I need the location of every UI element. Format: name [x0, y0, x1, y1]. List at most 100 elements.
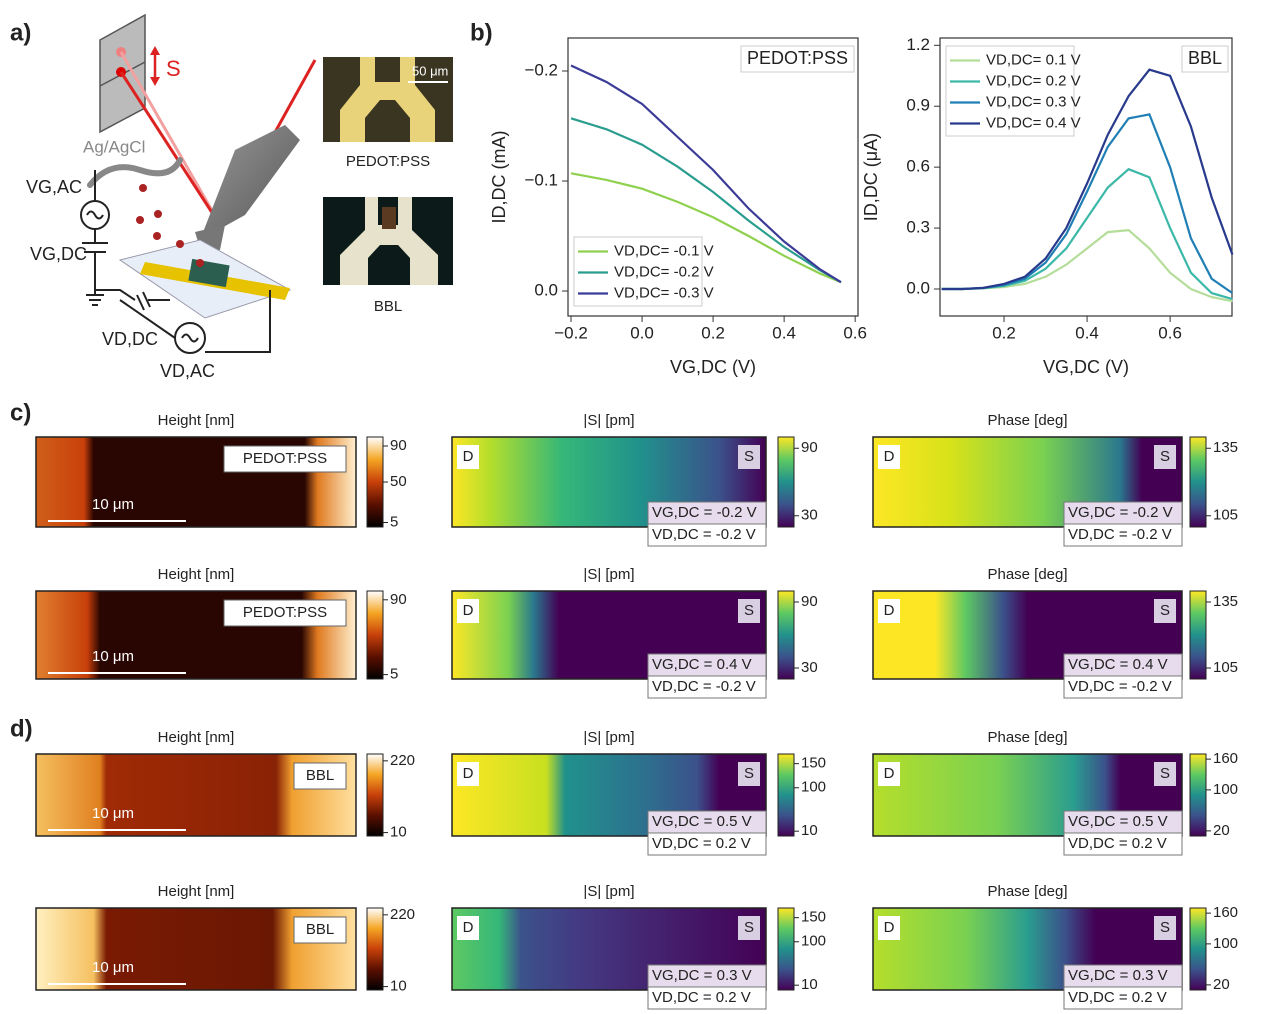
- map-title: |S| [pm]: [583, 729, 634, 746]
- bias-label: VG,DC = 0.4 V: [1068, 656, 1168, 673]
- scale-label: 10 μm: [92, 959, 134, 976]
- source-label: S: [744, 765, 754, 782]
- colorbar-label: 90: [801, 439, 818, 456]
- colorbar-label: 220: [390, 906, 415, 923]
- x-tick-label: −0.2: [554, 323, 588, 342]
- bias-label: VD,DC = -0.2 V: [652, 526, 756, 543]
- material-label: PEDOT:PSS: [243, 604, 327, 621]
- source-label: S: [1160, 765, 1170, 782]
- source-label: S: [744, 448, 754, 465]
- x-tick-label: 0.0: [630, 323, 654, 342]
- gate-dc-label: VG,DC: [30, 244, 87, 264]
- y-tick-label: 1.2: [906, 35, 930, 54]
- bias-label: VG,DC = 0.5 V: [652, 813, 752, 830]
- bias-label: VG,DC = 0.3 V: [1068, 967, 1168, 984]
- chart-annotation: PEDOT:PSS: [747, 48, 848, 68]
- colorbar-label: 100: [801, 933, 826, 950]
- legend-label: VD,DC= -0.1 V: [614, 242, 714, 259]
- colorbar-label: 160: [1213, 904, 1238, 921]
- material-label: BBL: [306, 767, 334, 784]
- colorbar-label: 135: [1213, 593, 1238, 610]
- drain-label: D: [463, 602, 474, 619]
- drain-label: D: [884, 919, 895, 936]
- colorbar-label: 100: [801, 779, 826, 796]
- legend-label: VD,DC= -0.3 V: [614, 284, 714, 301]
- colorbar: [778, 591, 794, 679]
- colorbar: [1190, 437, 1206, 527]
- bias-label: VG,DC = 0.3 V: [652, 967, 752, 984]
- drain-label: D: [463, 919, 474, 936]
- colorbar-label: 150: [801, 755, 826, 772]
- source-label: S: [1160, 448, 1170, 465]
- colorbar-label: 30: [801, 659, 818, 676]
- y-tick-label: −0.1: [524, 170, 558, 189]
- material-label: PEDOT:PSS: [243, 450, 327, 467]
- map-title: |S| [pm]: [583, 883, 634, 900]
- bias-label: VG,DC = 0.4 V: [652, 656, 752, 673]
- scale-label: 10 μm: [92, 648, 134, 665]
- colorbar-label: 220: [390, 752, 415, 769]
- x-tick-label: 0.2: [992, 323, 1016, 342]
- source-label: S: [1160, 602, 1170, 619]
- map-title: Phase [deg]: [987, 729, 1067, 746]
- map-title: Height [nm]: [158, 412, 235, 429]
- bias-label: VD,DC = 0.2 V: [1068, 835, 1167, 852]
- y-axis-label: ID,DC (mA): [489, 131, 509, 224]
- drain-label: D: [884, 448, 895, 465]
- colorbar-label: 105: [1213, 659, 1238, 676]
- panel-label: a): [10, 19, 31, 46]
- colorbar-label: 90: [801, 593, 818, 610]
- map-title: Height [nm]: [158, 566, 235, 583]
- x-tick-label: 0.6: [843, 323, 867, 342]
- scale-label: 50 μm: [412, 63, 448, 78]
- chart-annotation: BBL: [1188, 48, 1222, 68]
- y-tick-label: −0.2: [524, 60, 558, 79]
- y-tick-label: 0.0: [534, 281, 558, 300]
- colorbar: [367, 754, 383, 836]
- colorbar-label: 5: [390, 513, 398, 530]
- drain-ac-label: VD,AC: [160, 361, 215, 381]
- panel-label: b): [470, 19, 493, 46]
- colorbar: [367, 437, 383, 527]
- colorbar: [778, 754, 794, 836]
- legend-label: VD,DC= 0.1 V: [986, 51, 1081, 68]
- colorbar-label: 10: [390, 978, 407, 995]
- scale-label: 10 μm: [92, 496, 134, 513]
- colorbar: [778, 437, 794, 527]
- figure: a) b) c) d) S Ag/AgCl VG,AC VG,: [0, 0, 1261, 1014]
- source-label: S: [1160, 919, 1170, 936]
- map-title: Phase [deg]: [987, 412, 1067, 429]
- bias-label: VD,DC = -0.2 V: [1068, 526, 1172, 543]
- drain-label: D: [884, 765, 895, 782]
- x-tick-label: 0.4: [1075, 323, 1099, 342]
- bias-label: VD,DC = -0.2 V: [1068, 678, 1172, 695]
- legend-label: VD,DC= -0.2 V: [614, 263, 714, 280]
- colorbar: [1190, 754, 1206, 836]
- colorbar-label: 90: [390, 591, 407, 608]
- drain-label: D: [463, 765, 474, 782]
- colorbar-label: 105: [1213, 507, 1238, 524]
- colorbar-label: 160: [1213, 750, 1238, 767]
- legend-label: VD,DC= 0.3 V: [986, 93, 1081, 110]
- colorbar: [778, 908, 794, 990]
- colorbar-label: 100: [1213, 781, 1238, 798]
- y-tick-label: 0.0: [906, 278, 930, 297]
- legend-label: VD,DC= 0.4 V: [986, 114, 1081, 131]
- colorbar: [1190, 908, 1206, 990]
- colorbar-label: 90: [390, 437, 407, 454]
- panel-label: c): [10, 399, 31, 426]
- scan-label: S: [166, 56, 181, 81]
- y-tick-label: 0.9: [906, 96, 930, 115]
- colorbar: [367, 908, 383, 990]
- map-title: Height [nm]: [158, 883, 235, 900]
- bias-label: VD,DC = -0.2 V: [652, 678, 756, 695]
- electrode-label: Ag/AgCl: [83, 137, 145, 156]
- colorbar-label: 135: [1213, 439, 1238, 456]
- bias-label: VG,DC = -0.2 V: [652, 504, 757, 521]
- legend-label: VD,DC= 0.2 V: [986, 72, 1081, 89]
- device-label: PEDOT:PSS: [346, 153, 430, 170]
- drain-label: D: [884, 602, 895, 619]
- bias-label: VD,DC = 0.2 V: [1068, 989, 1167, 1006]
- drain-dc-label: VD,DC: [102, 329, 158, 349]
- colorbar-label: 10: [390, 824, 407, 841]
